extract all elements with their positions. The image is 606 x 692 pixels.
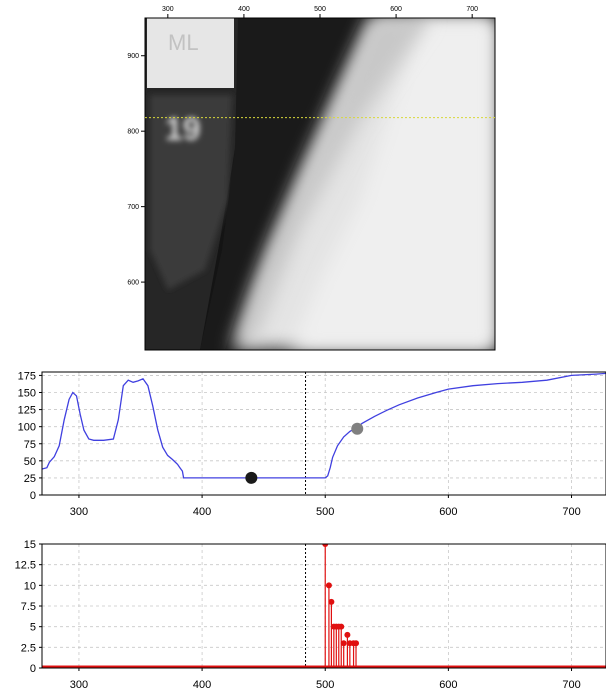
- profile-x-tick-label: 600: [439, 506, 457, 518]
- image-x-tick-label: 700: [466, 6, 478, 13]
- stem-point: [322, 544, 329, 547]
- stem-point: [344, 631, 351, 638]
- profile-grid: [42, 372, 606, 496]
- profile-x-tick-label: 400: [193, 506, 211, 518]
- profile-marker-point: [351, 422, 364, 435]
- stem-y-tick-label: 7.5: [21, 601, 36, 613]
- profile-y-tick-label: 25: [24, 473, 36, 485]
- stem-y-tick-label: 10: [24, 580, 36, 592]
- stem-x-tick-label: 600: [439, 679, 457, 691]
- profile-axes: 300 400 500 600 700 0 25 50 75 100 125 150 175: [18, 370, 581, 518]
- image-axes: 300 400 500 600 700 600 700 800 900: [127, 6, 478, 287]
- profile-x-tick-label: 500: [316, 506, 334, 518]
- line-profile-panel: 300 400 500 600 700 0 25 50 75 100 125 150 175: [18, 370, 606, 518]
- image-x-tick-label: 500: [314, 6, 326, 13]
- stem-point: [325, 582, 332, 589]
- stem-x-tick-label: 400: [193, 679, 211, 691]
- profile-y-tick-label: 125: [18, 405, 36, 417]
- profile-series-line: [42, 372, 606, 479]
- stem-y-tick-label: 2.5: [21, 642, 36, 654]
- stem-x-tick-label: 500: [316, 679, 334, 691]
- stem-axes: 300 400 500 600 700 0 2.5 5 7.5 10 12.5 15: [15, 539, 581, 691]
- image-panel: ML 19 300 400 500 600 700 600 700 800 900: [127, 6, 496, 351]
- image-y-tick-label: 800: [127, 129, 139, 136]
- image-y-tick-label: 600: [127, 280, 139, 287]
- stem-x-tick-label: 700: [562, 679, 580, 691]
- profile-y-tick-label: 175: [18, 370, 36, 382]
- stem-y-tick-label: 5: [30, 622, 36, 634]
- image-y-tick-label: 700: [127, 204, 139, 211]
- stem-point: [328, 598, 335, 605]
- stem-point: [338, 623, 345, 630]
- stem-x-tick-label: 300: [70, 679, 88, 691]
- image-x-tick-label: 400: [238, 6, 250, 13]
- stem-baseline-band: [42, 665, 606, 668]
- profile-y-tick-label: 150: [18, 388, 36, 400]
- profile-y-tick-label: 0: [30, 490, 36, 502]
- stem-panel: 300 400 500 600 700 0 2.5 5 7.5 10 12.5 15: [15, 539, 606, 691]
- stem-point: [353, 640, 360, 647]
- profile-x-tick-label: 700: [562, 506, 580, 518]
- overlay-text-19: 19: [165, 111, 201, 147]
- overlay-text-ml: ML: [168, 30, 199, 55]
- image-y-tick-label: 900: [127, 53, 139, 60]
- profile-y-tick-label: 100: [18, 422, 36, 434]
- profile-frame: [41, 371, 606, 496]
- profile-y-tick-label: 75: [24, 439, 36, 451]
- stem-grid: [42, 543, 606, 669]
- profile-x-tick-label: 300: [70, 506, 88, 518]
- stem-y-tick-label: 15: [24, 539, 36, 551]
- stem-y-tick-label: 0: [30, 663, 36, 675]
- stem-frame: [41, 543, 606, 669]
- stem-point: [340, 640, 347, 647]
- stem-y-tick-label: 12.5: [15, 560, 36, 572]
- image-x-tick-label: 600: [390, 6, 402, 13]
- profile-y-tick-label: 50: [24, 456, 36, 468]
- heatmap-image: ML 19: [145, 18, 495, 350]
- profile-marker-point: [245, 471, 258, 484]
- image-x-tick-label: 300: [162, 6, 174, 13]
